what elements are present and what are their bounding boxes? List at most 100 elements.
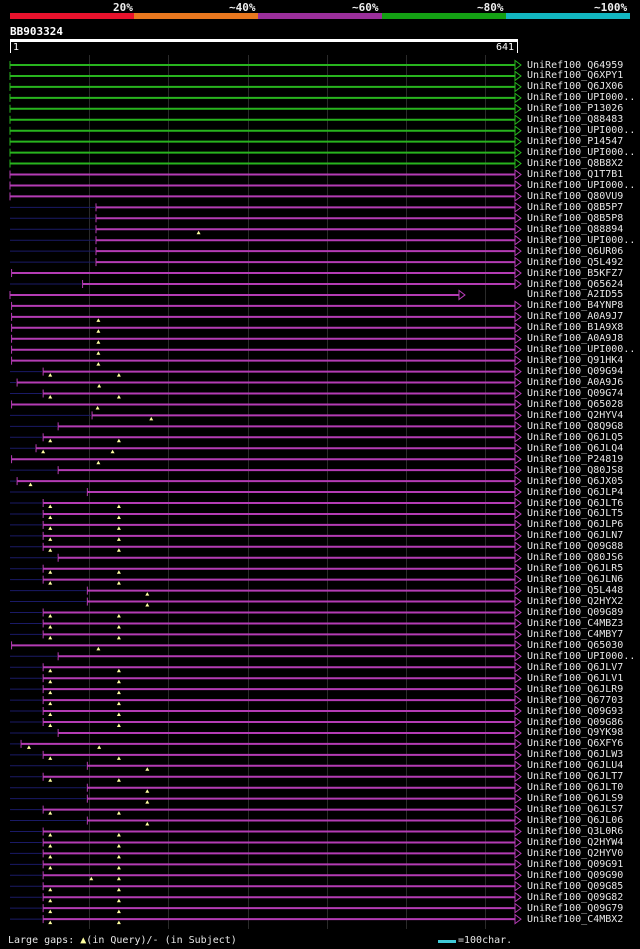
hit-label[interactable]: UniRef100_Q6JLT7 bbox=[527, 771, 624, 783]
hit-label[interactable]: UniRef100_B1A9X8 bbox=[527, 322, 624, 334]
hit-end-arrow bbox=[514, 650, 522, 662]
hit-label[interactable]: UniRef100_A0A9J8 bbox=[527, 333, 624, 345]
hit-label[interactable]: UniRef100_UPI000.. bbox=[527, 179, 636, 191]
hit-label[interactable]: UniRef100_Q6JLS7 bbox=[527, 804, 624, 816]
query-gap-marker bbox=[97, 745, 102, 749]
hit-label[interactable]: UniRef100_Q2HYV4 bbox=[527, 409, 624, 421]
hit-label[interactable]: UniRef100_Q6JX06 bbox=[527, 81, 624, 93]
hit-end-arrow bbox=[514, 311, 522, 323]
hit-label[interactable]: UniRef100_UPI000.. bbox=[527, 344, 636, 356]
hit-label[interactable]: UniRef100_Q80JS6 bbox=[527, 552, 624, 564]
hit-label[interactable]: UniRef100_P13026 bbox=[527, 103, 624, 115]
hit-label[interactable]: UniRef100_B5KFZ7 bbox=[527, 267, 624, 279]
query-gap-marker bbox=[116, 712, 121, 717]
hit-label[interactable]: UniRef100_Q8B5P8 bbox=[527, 212, 624, 224]
hit-end-arrow bbox=[514, 793, 522, 805]
query-gap-marker bbox=[48, 395, 53, 399]
hit-end-arrow bbox=[514, 366, 522, 378]
hit-label[interactable]: UniRef100_Q09G94 bbox=[527, 366, 624, 378]
hit-label[interactable]: UniRef100_P14547 bbox=[527, 136, 624, 148]
hit-label[interactable]: UniRef100_B4YNP8 bbox=[527, 300, 624, 312]
hit-label[interactable]: UniRef100_A2ID55 bbox=[527, 289, 624, 301]
hit-label[interactable]: UniRef100_Q88483 bbox=[527, 114, 624, 126]
hit-label[interactable]: UniRef100_Q8B8X2 bbox=[527, 158, 624, 170]
hit-label[interactable]: UniRef100_Q09G90 bbox=[527, 869, 624, 881]
hit-label[interactable]: UniRef100_UPI000.. bbox=[527, 125, 636, 137]
query-gap-marker bbox=[48, 690, 53, 695]
hit-label[interactable]: UniRef100_Q67703 bbox=[527, 694, 624, 706]
hit-label[interactable]: UniRef100_Q09G88 bbox=[527, 541, 624, 553]
hit-label[interactable]: UniRef100_Q6JLN7 bbox=[527, 530, 624, 542]
hit-label[interactable]: UniRef100_Q65030 bbox=[527, 639, 624, 651]
hit-label[interactable]: UniRef100_Q6JLR5 bbox=[527, 563, 624, 575]
hit-label[interactable]: UniRef100_Q6XFY6 bbox=[527, 738, 624, 750]
hit-label[interactable]: UniRef100_Q91HK4 bbox=[527, 355, 624, 367]
hit-label[interactable]: UniRef100_Q6JLT0 bbox=[527, 782, 624, 794]
hit-label[interactable]: UniRef100_Q6UR06 bbox=[527, 245, 624, 257]
hit-label[interactable]: UniRef100_Q09G85 bbox=[527, 880, 624, 892]
hit-label[interactable]: UniRef100_Q8Q9G8 bbox=[527, 420, 624, 432]
hit-label[interactable]: UniRef100_Q65028 bbox=[527, 398, 624, 410]
hit-label[interactable]: UniRef100_Q09G93 bbox=[527, 705, 624, 717]
hit-end-arrow bbox=[514, 190, 522, 202]
hit-label[interactable]: UniRef100_Q5L448 bbox=[527, 585, 624, 597]
hit-label[interactable]: UniRef100_C4MBZ3 bbox=[527, 617, 624, 629]
hit-label[interactable]: UniRef100_Q64959 bbox=[527, 59, 624, 71]
hit-label[interactable]: UniRef100_Q65624 bbox=[527, 278, 624, 290]
query-gap-marker bbox=[96, 460, 101, 465]
hit-label[interactable]: UniRef100_Q5L492 bbox=[527, 256, 624, 268]
hit-label[interactable]: UniRef100_Q09G86 bbox=[527, 716, 624, 728]
hit-label[interactable]: UniRef100_Q9YK98 bbox=[527, 727, 624, 739]
hit-label[interactable]: UniRef100_UPI000.. bbox=[527, 147, 636, 159]
hit-label[interactable]: UniRef100_Q1T7B1 bbox=[527, 169, 624, 180]
hit-label[interactable]: UniRef100_Q6JLS9 bbox=[527, 793, 624, 805]
hit-end-arrow bbox=[514, 333, 522, 345]
query-gap-marker bbox=[89, 876, 94, 881]
hit-label[interactable]: UniRef100_Q80VU9 bbox=[527, 190, 624, 202]
hit-label[interactable]: UniRef100_Q6JLW3 bbox=[527, 749, 624, 761]
hit-label[interactable]: UniRef100_UPI000.. bbox=[527, 92, 636, 104]
hit-label[interactable]: UniRef100_A0A9J6 bbox=[527, 377, 624, 389]
hit-label[interactable]: UniRef100_Q6JLV1 bbox=[527, 672, 624, 684]
hit-label[interactable]: UniRef100_Q2HYV0 bbox=[527, 847, 624, 859]
hit-label[interactable]: UniRef100_Q6JX05 bbox=[527, 475, 624, 487]
hit-label[interactable]: UniRef100_Q6JLT6 bbox=[527, 497, 624, 509]
hit-label[interactable]: UniRef100_Q09G91 bbox=[527, 858, 624, 870]
hit-label[interactable]: UniRef100_Q3L0R6 bbox=[527, 826, 624, 837]
scale-seg-1 bbox=[134, 13, 258, 19]
hit-label[interactable]: UniRef100_Q6JLQ4 bbox=[527, 442, 624, 454]
hit-label[interactable]: UniRef100_Q6JLP6 bbox=[527, 519, 624, 531]
hit-label[interactable]: UniRef100_A0A9J7 bbox=[527, 311, 624, 323]
hit-label[interactable]: UniRef100_Q6JLP4 bbox=[527, 486, 624, 498]
hit-label[interactable]: UniRef100_Q09G74 bbox=[527, 388, 624, 399]
hit-label[interactable]: UniRef100_Q6JLQ5 bbox=[527, 431, 624, 443]
hit-label[interactable]: UniRef100_Q80JS8 bbox=[527, 464, 624, 476]
query-gap-marker bbox=[149, 416, 154, 421]
hit-label[interactable]: UniRef100_Q6JL06 bbox=[527, 815, 624, 827]
query-gap-marker bbox=[116, 635, 121, 640]
hit-label[interactable]: UniRef100_Q6JLN6 bbox=[527, 574, 624, 586]
hit-label[interactable]: UniRef100_UPI000.. bbox=[527, 650, 636, 662]
hit-label[interactable]: UniRef100_C4MBY7 bbox=[527, 628, 624, 640]
scale-label-60: ~60% bbox=[352, 1, 379, 14]
hit-label[interactable]: UniRef100_Q2HYW4 bbox=[527, 836, 624, 848]
hit-label[interactable]: UniRef100_P24819 bbox=[527, 453, 624, 465]
hit-label[interactable]: UniRef100_Q6JLU4 bbox=[527, 760, 624, 772]
hit-label[interactable]: UniRef100_Q8B5P7 bbox=[527, 201, 624, 213]
hit-label[interactable]: UniRef100_Q2HYX2 bbox=[527, 596, 624, 608]
scale-seg-4 bbox=[506, 13, 630, 19]
hit-label[interactable]: UniRef100_Q88894 bbox=[527, 223, 624, 235]
hit-label[interactable]: UniRef100_Q6JLR9 bbox=[527, 683, 624, 695]
hit-label[interactable]: UniRef100_Q09G79 bbox=[527, 902, 624, 914]
hit-label[interactable]: UniRef100_Q6JLV7 bbox=[527, 661, 624, 673]
hit-end-arrow bbox=[514, 278, 522, 290]
hit-label[interactable]: UniRef100_UPI000.. bbox=[527, 234, 636, 246]
query-gap-marker bbox=[48, 624, 53, 629]
query-gap-marker bbox=[48, 833, 53, 837]
hit-label[interactable]: UniRef100_Q6XPY1 bbox=[527, 70, 624, 82]
hit-label[interactable]: UniRef100_Q6JLT5 bbox=[527, 508, 624, 520]
hit-label[interactable]: UniRef100_Q09G82 bbox=[527, 891, 624, 903]
hit-label[interactable]: UniRef100_Q09G89 bbox=[527, 607, 624, 618]
query-gap-marker bbox=[116, 614, 121, 618]
hit-label[interactable]: UniRef100_C4MBX2 bbox=[527, 913, 624, 925]
